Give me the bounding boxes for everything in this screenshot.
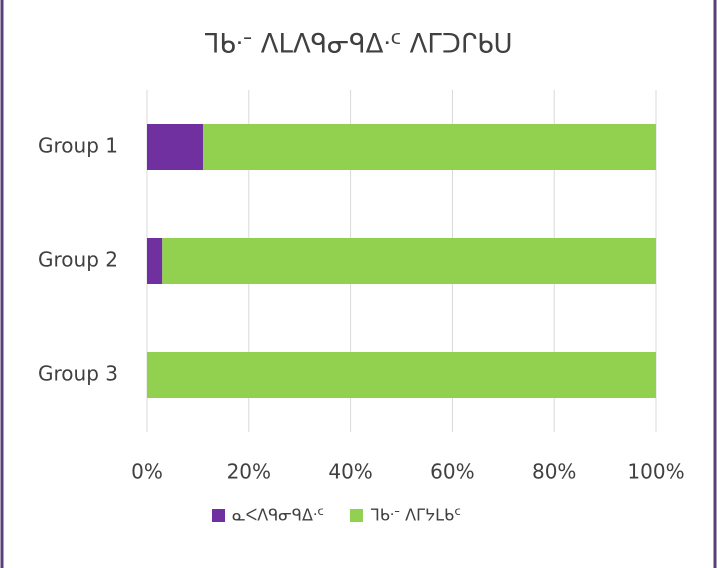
bar xyxy=(147,352,656,398)
bar xyxy=(147,238,163,284)
bar xyxy=(202,124,657,170)
x-tick-label: 60% xyxy=(430,460,474,484)
y-tick-label: Group 3 xyxy=(38,362,118,386)
x-tick-label: 40% xyxy=(328,460,372,484)
legend-swatch xyxy=(349,509,363,522)
y-tick-label: Group 2 xyxy=(38,248,118,272)
legend-label: ᓇᐸᐱᑫᓂᑫᐃᐧᑦ xyxy=(232,506,324,525)
x-tick-label: 100% xyxy=(627,460,684,484)
legend-swatch xyxy=(212,509,225,522)
x-tick-label: 20% xyxy=(227,460,271,484)
y-tick-label: Group 1 xyxy=(38,134,118,158)
x-tick-label: 0% xyxy=(131,460,163,484)
x-tick-label: 80% xyxy=(532,460,576,484)
chart-title: ᒣᑲᐧᐨ ᐱᒪᐱᑫᓂᑫᐃᐧᑦ ᐱᒥᑐᒋᑲᑌ xyxy=(203,30,512,60)
legend-label: ᒣᑲᐧᐨ ᐱᒥᔭᒪᑲᑦ xyxy=(370,506,461,525)
bar xyxy=(147,124,203,170)
bar xyxy=(162,238,656,284)
